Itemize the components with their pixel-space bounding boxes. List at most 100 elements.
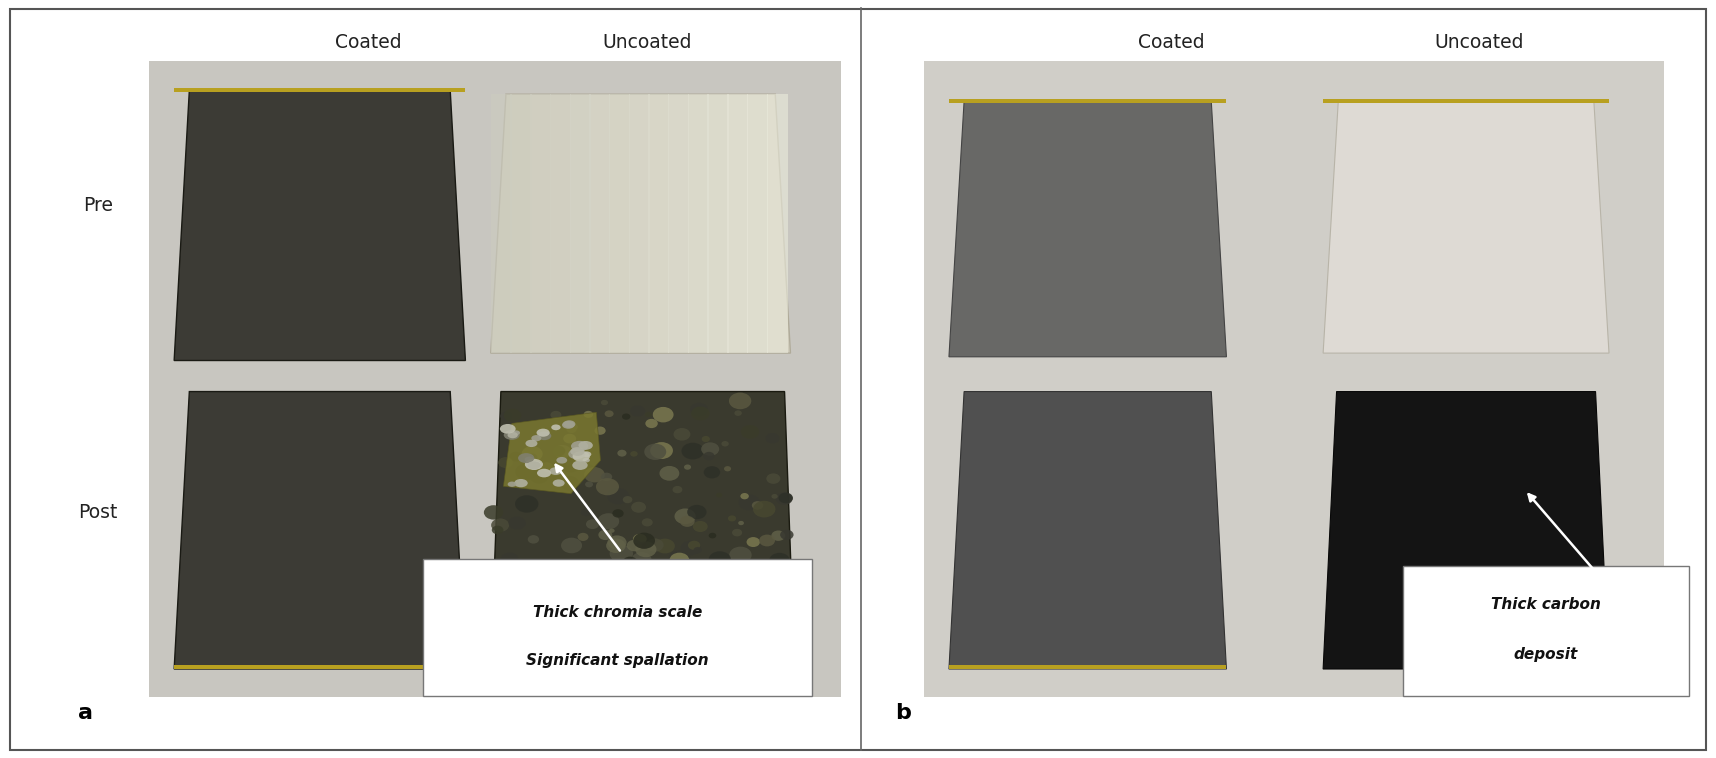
Text: b: b [894, 703, 911, 723]
Ellipse shape [518, 645, 537, 659]
Ellipse shape [568, 659, 582, 670]
Ellipse shape [508, 432, 518, 438]
Ellipse shape [568, 449, 585, 459]
Ellipse shape [518, 601, 537, 615]
Ellipse shape [729, 657, 746, 670]
Bar [609, 94, 630, 353]
Ellipse shape [784, 600, 789, 603]
Ellipse shape [601, 473, 613, 481]
Bar [949, 99, 1227, 103]
Ellipse shape [582, 451, 592, 457]
Ellipse shape [645, 538, 664, 552]
Ellipse shape [702, 436, 710, 442]
Bar [589, 94, 611, 353]
Ellipse shape [595, 637, 607, 647]
Bar [728, 94, 748, 353]
Bar [923, 61, 1663, 697]
Ellipse shape [681, 540, 700, 556]
Ellipse shape [554, 445, 571, 458]
Polygon shape [949, 102, 1227, 357]
Ellipse shape [551, 411, 561, 419]
Ellipse shape [777, 589, 786, 596]
Ellipse shape [666, 567, 678, 576]
Ellipse shape [690, 402, 709, 416]
Ellipse shape [602, 617, 616, 628]
Ellipse shape [644, 443, 666, 460]
Ellipse shape [673, 486, 683, 493]
Ellipse shape [570, 609, 583, 619]
Ellipse shape [618, 449, 626, 456]
Ellipse shape [498, 584, 503, 589]
Ellipse shape [721, 653, 728, 659]
Ellipse shape [568, 576, 575, 582]
Bar [688, 94, 709, 353]
Text: deposit: deposit [1514, 647, 1579, 662]
Ellipse shape [515, 495, 539, 512]
Ellipse shape [781, 530, 793, 540]
Bar [949, 665, 1227, 669]
Ellipse shape [631, 502, 645, 512]
Ellipse shape [508, 481, 517, 487]
Ellipse shape [522, 572, 534, 581]
Ellipse shape [577, 421, 585, 428]
Ellipse shape [607, 535, 626, 550]
Ellipse shape [630, 601, 645, 612]
Ellipse shape [599, 530, 613, 540]
Ellipse shape [686, 505, 707, 519]
Ellipse shape [674, 509, 695, 525]
Ellipse shape [669, 550, 690, 567]
Ellipse shape [595, 478, 619, 495]
Ellipse shape [559, 456, 582, 472]
Ellipse shape [530, 470, 549, 484]
Bar [628, 94, 650, 353]
Ellipse shape [522, 635, 537, 647]
Ellipse shape [630, 406, 645, 417]
Ellipse shape [563, 420, 575, 428]
Ellipse shape [607, 488, 630, 504]
Ellipse shape [609, 528, 614, 533]
Text: Coated: Coated [1138, 33, 1205, 52]
Ellipse shape [602, 594, 613, 603]
Ellipse shape [656, 634, 673, 646]
Ellipse shape [623, 556, 638, 568]
Ellipse shape [669, 553, 690, 567]
Ellipse shape [705, 643, 724, 656]
Text: Coated: Coated [335, 33, 402, 52]
Ellipse shape [702, 443, 719, 456]
Ellipse shape [753, 501, 776, 518]
Text: Pre: Pre [82, 196, 113, 215]
Ellipse shape [492, 525, 503, 534]
Ellipse shape [709, 551, 731, 568]
Ellipse shape [594, 427, 606, 435]
Ellipse shape [745, 587, 758, 597]
Ellipse shape [604, 410, 614, 417]
Ellipse shape [656, 562, 669, 572]
Ellipse shape [595, 602, 611, 614]
Ellipse shape [604, 662, 611, 668]
Text: Post: Post [79, 503, 118, 522]
Polygon shape [173, 90, 465, 361]
Ellipse shape [595, 632, 607, 641]
Ellipse shape [549, 468, 559, 476]
Bar [173, 665, 465, 669]
Ellipse shape [585, 519, 599, 529]
Ellipse shape [731, 577, 736, 581]
Bar [767, 94, 788, 353]
Ellipse shape [599, 644, 618, 658]
Ellipse shape [702, 644, 717, 656]
Ellipse shape [779, 587, 789, 594]
Ellipse shape [511, 631, 534, 647]
Ellipse shape [527, 453, 537, 461]
Ellipse shape [650, 442, 673, 459]
Text: Thick carbon: Thick carbon [1491, 597, 1601, 612]
Ellipse shape [513, 431, 520, 435]
Ellipse shape [542, 641, 559, 654]
Ellipse shape [765, 645, 788, 661]
Ellipse shape [721, 441, 729, 446]
Ellipse shape [595, 625, 614, 638]
Ellipse shape [709, 533, 716, 538]
Ellipse shape [559, 476, 578, 490]
Text: Significant spallation: Significant spallation [527, 653, 709, 668]
Ellipse shape [688, 540, 700, 550]
Ellipse shape [616, 583, 621, 587]
